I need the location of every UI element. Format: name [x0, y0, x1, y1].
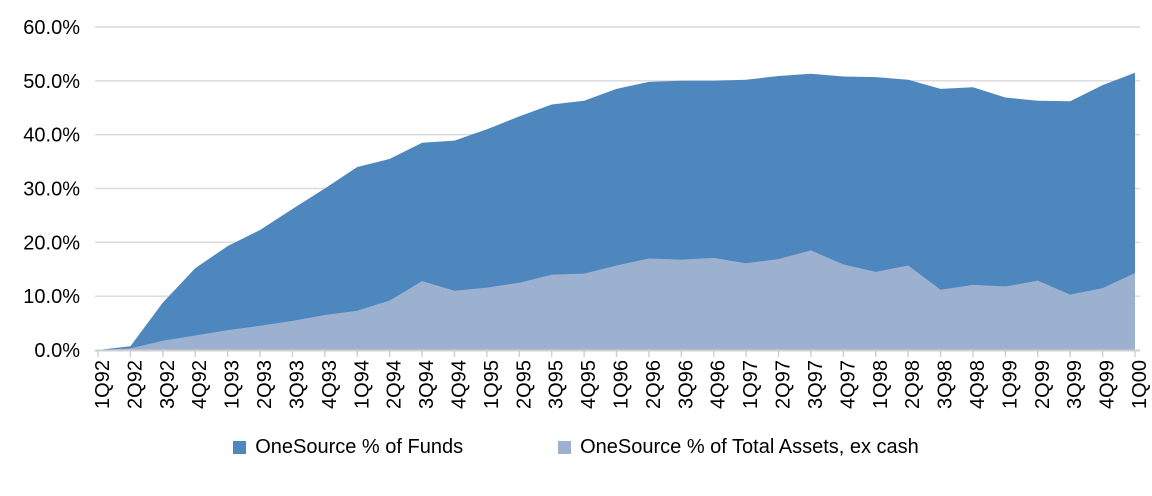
y-axis-tick-label: 40.0%: [23, 125, 80, 147]
legend-swatch-funds-icon: [233, 440, 247, 454]
x-axis-group: [95, 349, 1140, 357]
x-axis-tick-label: 2Q96: [643, 360, 665, 409]
x-axis-tick-label: 1Q97: [740, 360, 762, 409]
x-axis-tick-label: 4Q96: [708, 360, 730, 409]
x-axis-tick-label: 1Q93: [222, 360, 244, 409]
x-axis-tick-label: 3Q98: [935, 360, 957, 409]
x-axis-tick-label: 2Q93: [254, 360, 276, 409]
area-total-assets: [98, 250, 1135, 350]
x-axis-tick-label: 3Q94: [416, 360, 438, 409]
x-axis-tick-label: 2Q97: [773, 360, 795, 409]
x-axis-tick-label: 4Q92: [189, 360, 211, 409]
legend-label-total-assets: OneSource % of Total Assets, ex cash: [580, 436, 919, 458]
x-axis-tick-label: 3Q97: [805, 360, 827, 409]
x-axis-tick-label: 1Q94: [351, 360, 373, 409]
x-axis-tick-label: 3Q92: [157, 360, 179, 409]
legend-item-total-assets: OneSource % of Total Assets, ex cash: [558, 437, 919, 457]
y-axis-tick-label: 0.0%: [34, 340, 80, 362]
x-axis-tick-label: 4Q94: [449, 360, 471, 409]
x-axis-tick-label: 2Q98: [902, 360, 924, 409]
x-axis-tick-label: 3Q93: [286, 360, 308, 409]
y-axis-tick-label: 60.0%: [23, 17, 80, 39]
x-axis-tick-label: 1Q98: [870, 360, 892, 409]
legend: OneSource % of Funds OneSource % of Tota…: [0, 437, 1152, 457]
x-axis-labels-group: 1Q92 2Q92 3Q92 4Q92 1Q93 2Q93 3Q93 4Q93 1Q94 2Q94…: [92, 360, 1151, 409]
y-axis-tick-label: 10.0%: [23, 286, 80, 308]
y-axis-tick-label: 20.0%: [23, 232, 80, 254]
x-axis-tick-label: 1Q00: [1129, 360, 1151, 409]
x-axis-tick-label: 3Q96: [675, 360, 697, 409]
x-axis-tick-label: 3Q99: [1064, 360, 1086, 409]
legend-item-funds: OneSource % of Funds: [233, 437, 463, 457]
x-axis-tick-label: 4Q95: [578, 360, 600, 409]
series-areas-group: [98, 72, 1135, 351]
x-axis-tick-label: 4Q97: [837, 360, 859, 409]
legend-label-funds: OneSource % of Funds: [255, 436, 464, 458]
x-axis-tick-label: 3Q95: [546, 360, 568, 409]
y-axis-tick-label: 30.0%: [23, 179, 80, 201]
x-axis-tick-label: 1Q96: [611, 360, 633, 409]
x-axis-tick-label: 2Q95: [513, 360, 535, 409]
x-axis-tick-label: 2Q94: [384, 360, 406, 409]
area-chart-svg: 0.0% 10.0% 20.0% 30.0% 40.0% 50.0% 60.0% 1Q92 2…: [23, 17, 1151, 409]
x-axis-tick-label: 4Q98: [967, 360, 989, 409]
y-axis-tick-label: 50.0%: [23, 71, 80, 93]
x-axis-tick-label: 4Q93: [319, 360, 341, 409]
legend-swatch-total-assets-icon: [558, 440, 572, 454]
x-axis-tick-label: 1Q92: [92, 360, 114, 409]
x-axis-tick-label: 2Q99: [1032, 360, 1054, 409]
x-axis-tick-label: 1Q95: [481, 360, 503, 409]
x-axis-tick-label: 1Q99: [999, 360, 1021, 409]
y-axis-labels-group: 0.0% 10.0% 20.0% 30.0% 40.0% 50.0% 60.0%: [23, 17, 80, 362]
x-axis-tick-label: 4Q99: [1097, 360, 1119, 409]
x-axis-tick-label: 2Q92: [124, 360, 146, 409]
